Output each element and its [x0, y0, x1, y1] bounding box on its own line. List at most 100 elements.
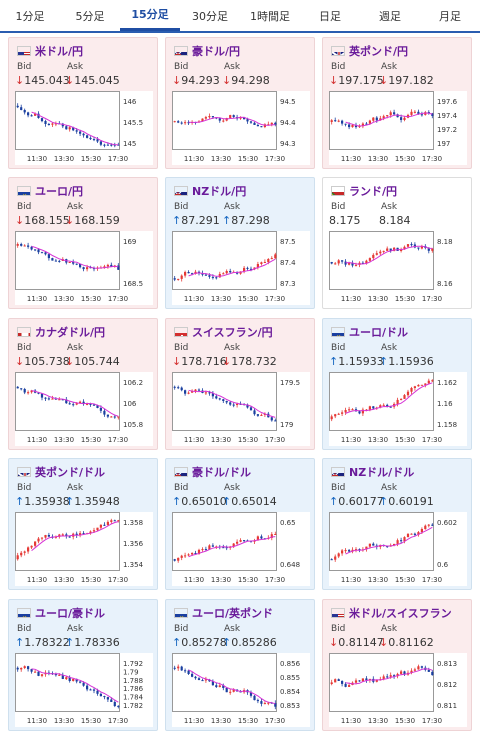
- candlestick-chart[interactable]: 197.6 197.4 197.2 197 11:30 13:30 15:30 17:30: [329, 91, 467, 165]
- tab-timeframe-6[interactable]: 週足: [379, 10, 401, 23]
- rate-card[interactable]: 英ポンド/ドル Bid Ask ↑1.35938 ↑1.35948 1.358 1.356 1…: [8, 458, 158, 590]
- flag-icon: [174, 327, 188, 337]
- tab-timeframe-5[interactable]: 日足: [319, 10, 341, 23]
- pair-name-link[interactable]: カナダドル/円: [35, 326, 106, 339]
- pair-name-link[interactable]: 英ポンド/円: [349, 45, 409, 58]
- pair-name-link[interactable]: 豪ドル/ドル: [192, 466, 252, 479]
- candle-body: [424, 525, 427, 530]
- bid-label: Bid: [174, 202, 189, 212]
- x-tick-label: 15:30: [395, 436, 415, 444]
- tab-timeframe-4[interactable]: 1時間足: [250, 10, 290, 23]
- candle-body: [184, 390, 187, 394]
- candle-body: [382, 676, 385, 680]
- candle-body: [89, 403, 92, 405]
- rate-card[interactable]: 豪ドル/円 Bid Ask ↓94.293 ↓94.298 94.5 94.4 94.3 11:…: [165, 37, 315, 169]
- pair-name-link[interactable]: ユーロ/円: [35, 185, 84, 198]
- candle-body: [44, 252, 47, 255]
- candlestick-chart[interactable]: 0.65 0.648 11:30 13:30 15:30 17:30: [172, 512, 310, 586]
- x-tick-label: 11:30: [27, 717, 47, 725]
- candle-body: [99, 141, 102, 145]
- x-tick-label: 15:30: [395, 155, 415, 163]
- candle-body: [92, 139, 96, 141]
- candlestick-chart[interactable]: 1.792 1.79 1.788 1.786 1.784 1.782 11:30 13:30 1…: [15, 653, 153, 727]
- candle-body: [79, 401, 82, 404]
- tab-timeframe-3[interactable]: 30分足: [192, 10, 228, 23]
- candle-body: [51, 123, 54, 125]
- candlestick-chart[interactable]: 169 168.5 11:30 13:30 15:30 17:30: [15, 231, 153, 305]
- rate-card[interactable]: ユーロ/英ポンド Bid Ask ↑0.85278 ↑0.85286 0.856 0.855…: [165, 599, 315, 731]
- candlestick-chart[interactable]: 87.5 87.4 87.3 11:30 13:30 15:30 17:30: [172, 231, 310, 305]
- candle-body: [27, 392, 30, 394]
- pair-name-link[interactable]: 英ポンド/ドル: [35, 466, 106, 479]
- candle-body: [177, 666, 180, 669]
- pair-name-link[interactable]: ランド/円: [349, 185, 398, 198]
- candle-body: [58, 399, 61, 401]
- rate-card[interactable]: ユーロ/ドル Bid Ask ↑1.15933 ↑1.15936 1.162 1.16 1.1…: [322, 318, 472, 450]
- rate-card[interactable]: NZドル/ドル Bid Ask ↑0.60177 ↑0.60191 0.602 0.6 11:…: [322, 458, 472, 590]
- flag-icon: [331, 467, 345, 477]
- pair-name-link[interactable]: NZドル/円: [192, 185, 247, 198]
- ask-label: Ask: [224, 343, 241, 353]
- candle-body: [75, 678, 78, 682]
- candlestick-chart[interactable]: 179.5 179 11:30 13:30 15:30 17:30: [172, 372, 310, 446]
- rate-card[interactable]: NZドル/円 Bid Ask ↑87.291 ↑87.298 87.5 87.4 87.3 11…: [165, 177, 315, 309]
- candlestick-chart[interactable]: 8.18 8.16 11:30 13:30 15:30 17:30: [329, 231, 467, 305]
- bid-label: Bid: [174, 343, 189, 353]
- rate-card[interactable]: ユーロ/豪ドル Bid Ask ↑1.78322 ↑1.78336 1.792 1.79 1.…: [8, 599, 158, 731]
- rate-card[interactable]: 米ドル/円 Bid Ask ↓145.043 ↓145.045 146 145.5 145 11…: [8, 37, 158, 169]
- ask-number: 1.78336: [74, 636, 120, 649]
- pair-name-link[interactable]: スイスフラン/円: [192, 326, 273, 339]
- pair-name-link[interactable]: NZドル/ドル: [349, 466, 415, 479]
- pair-name-link[interactable]: ユーロ/豪ドル: [35, 607, 106, 620]
- rate-card[interactable]: 米ドル/スイスフラン Bid Ask ↓0.81147 ↓0.81162 0.813 0.8…: [322, 599, 472, 731]
- rate-card[interactable]: スイスフラン/円 Bid Ask ↓178.716 ↓178.732 179.5 179 11…: [165, 318, 315, 450]
- pair-name-link[interactable]: ユーロ/英ポンド: [192, 607, 274, 620]
- candlestick-chart[interactable]: 0.813 0.812 0.811 11:30 13:30 15:30 17:30: [329, 653, 467, 727]
- candlestick-chart[interactable]: 0.856 0.855 0.854 0.853 11:30 13:30 15:30 17:30: [172, 653, 310, 727]
- candle-body: [201, 680, 204, 682]
- candlestick-chart[interactable]: 146 145.5 145 11:30 13:30 15:30 17:30: [15, 91, 153, 165]
- rate-card[interactable]: ランド/円 Bid Ask 8.175 8.184 8.18 8.16 11:30 13:30 1…: [322, 177, 472, 309]
- rate-card[interactable]: 英ポンド/円 Bid Ask ↓197.175 ↓197.182 197.6 197.4 19…: [322, 37, 472, 169]
- candlestick-chart[interactable]: 0.602 0.6 11:30 13:30 15:30 17:30: [329, 512, 467, 586]
- candle-body: [106, 521, 109, 526]
- candle-body: [358, 411, 361, 414]
- rate-card[interactable]: カナダドル/円 Bid Ask ↓105.738 ↓105.744 106.2 106 105…: [8, 318, 158, 450]
- trend-arrow-icon: ↓: [329, 74, 339, 87]
- tab-timeframe-2[interactable]: 15分足: [120, 0, 180, 31]
- rate-card[interactable]: 豪ドル/ドル Bid Ask ↑0.65010 ↑0.65014 0.65 0.648 11:…: [165, 458, 315, 590]
- ask-label: Ask: [224, 62, 241, 72]
- y-tick-label: 87.4: [280, 259, 296, 267]
- candlestick-chart[interactable]: 1.162 1.16 1.158 11:30 13:30 15:30 17:30: [329, 372, 467, 446]
- candle-body: [72, 127, 75, 131]
- bid-value: 8.175: [329, 214, 361, 227]
- pair-name-link[interactable]: 米ドル/スイスフラン: [349, 607, 452, 620]
- tab-timeframe-1[interactable]: 5分足: [75, 10, 105, 23]
- candle-body: [389, 675, 392, 677]
- pair-name-link[interactable]: ユーロ/ドル: [349, 326, 409, 339]
- bid-label: Bid: [174, 483, 189, 493]
- candle-body: [270, 122, 273, 125]
- trend-arrow-icon: ↑: [379, 355, 389, 368]
- candle-body: [82, 682, 85, 686]
- rate-card[interactable]: ユーロ/円 Bid Ask ↓168.155 ↓168.159 169 168.5 11:30…: [8, 177, 158, 309]
- candle-body: [187, 392, 190, 394]
- candle-body: [37, 671, 40, 676]
- candlestick-chart[interactable]: 94.5 94.4 94.3 11:30 13:30 15:30 17:30: [172, 91, 310, 165]
- bid-value: ↑1.15933: [329, 355, 384, 368]
- candlestick-chart[interactable]: 106.2 106 105.8 11:30 13:30 15:30 17:30: [15, 372, 153, 446]
- candle-body: [51, 258, 54, 261]
- candle-body: [393, 247, 396, 251]
- x-tick-label: 17:30: [265, 576, 285, 584]
- candle-body: [267, 259, 270, 263]
- flag-icon: [331, 46, 345, 56]
- tab-timeframe-0[interactable]: 1分足: [15, 10, 45, 23]
- trend-arrow-icon: ↑: [15, 495, 25, 508]
- candle-body: [236, 403, 239, 405]
- pair-name-link[interactable]: 米ドル/円: [35, 45, 84, 58]
- y-tick-label: 1.792: [123, 660, 143, 668]
- pair-name-link[interactable]: 豪ドル/円: [192, 45, 241, 58]
- bid-value: ↑0.85278: [172, 636, 227, 649]
- tab-timeframe-7[interactable]: 月足: [439, 10, 461, 23]
- candlestick-chart[interactable]: 1.358 1.356 1.354 11:30 13:30 15:30 17:30: [15, 512, 153, 586]
